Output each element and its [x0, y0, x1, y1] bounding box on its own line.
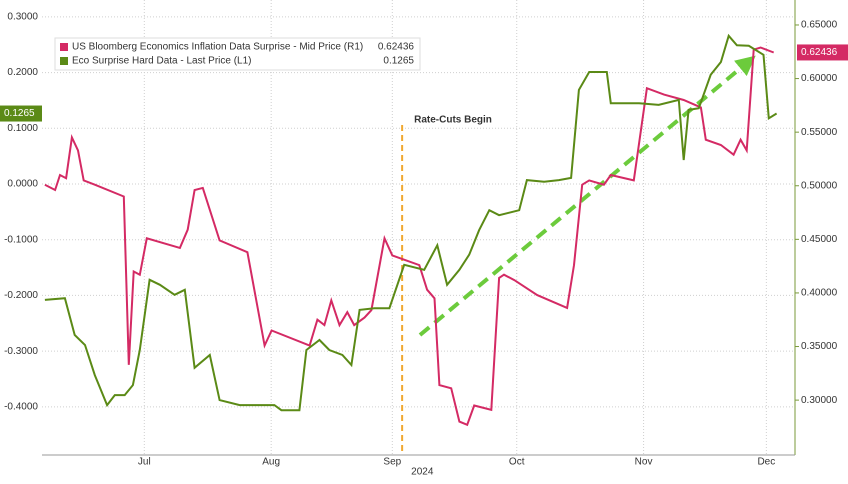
x-tick-label: Aug [262, 457, 280, 468]
y-tick-label: -0.4000 [4, 401, 38, 412]
last-price-tag [797, 44, 848, 61]
legend-box [54, 37, 421, 71]
series-line [44, 46, 775, 427]
y-tick-label: 0.2000 [7, 67, 38, 78]
legend-label: Eco Surprise Hard Data - Last Price (L1) [72, 56, 252, 67]
legend-swatch [60, 43, 68, 51]
y-tick-label: 0.1000 [7, 123, 38, 134]
legend-value: 0.1265 [383, 56, 414, 67]
annotation-text: Rate-Cuts Begin [414, 115, 492, 126]
y2-tick-label: 0.55000 [801, 127, 838, 138]
y-tick-label: -0.3000 [4, 346, 38, 357]
legend-label: US Bloomberg Economics Inflation Data Su… [72, 42, 363, 53]
last-price-label: 0.1265 [4, 108, 35, 119]
x-year-label: 2024 [411, 467, 434, 478]
y2-tick-label: 0.40000 [801, 288, 838, 299]
y2-tick-label: 0.30000 [801, 395, 838, 406]
x-tick-label: Jul [138, 457, 151, 468]
y-tick-label: -0.2000 [4, 290, 38, 301]
last-price-tag [0, 105, 42, 122]
legend-value: 0.62436 [378, 42, 415, 53]
trend-arrow [418, 55, 756, 337]
x-tick-label: Sep [383, 457, 401, 468]
x-tick-label: Nov [635, 457, 653, 468]
y-tick-label: 0.0000 [7, 179, 38, 190]
y2-tick-label: 0.50000 [801, 180, 838, 191]
y-tick-label: -0.1000 [4, 234, 38, 245]
legend-swatch [60, 57, 68, 65]
series-line [44, 33, 778, 412]
y2-tick-label: 0.65000 [801, 20, 838, 31]
x-tick-label: Oct [509, 457, 525, 468]
y2-tick-label: 0.45000 [801, 234, 838, 245]
x-tick-label: Dec [757, 457, 775, 468]
y-tick-label: 0.3000 [7, 12, 38, 23]
last-price-label: 0.62436 [801, 47, 838, 58]
y2-tick-label: 0.60000 [801, 73, 838, 84]
y2-tick-label: 0.35000 [801, 341, 838, 352]
